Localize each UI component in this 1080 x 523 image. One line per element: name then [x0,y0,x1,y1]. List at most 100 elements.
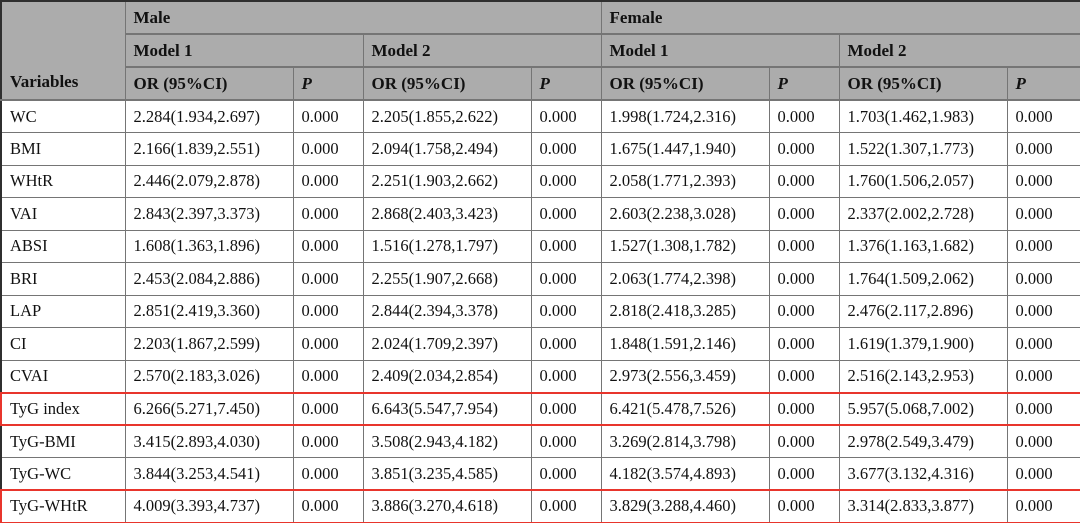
or-ci-value: 2.851(2.419,3.360) [124,294,294,328]
or-ci-header: OR (95%CI) [362,66,532,101]
or-ci-value: 2.284(1.934,2.697) [124,99,294,133]
p-value: 0.000 [768,229,840,263]
or-ci-value: 1.998(1.724,2.316) [600,99,770,133]
table-header: Variables Male Female Model 1 Model 2 Mo… [0,0,1080,101]
p-value: 0.000 [292,99,364,133]
variable-name: VAI [0,197,126,231]
group-header-row: Variables Male Female [0,0,1080,101]
or-ci-value: 2.978(2.549,3.479) [838,424,1008,458]
p-value: 0.000 [530,359,602,393]
group-header-male: Male [124,0,602,35]
p-value: 0.000 [1006,229,1080,263]
table-row: VAI 2.843(2.397,3.373) 0.000 2.868(2.403,3.… [0,197,1080,231]
or-ci-value: 1.608(1.363,1.896) [124,229,294,263]
p-header: P [768,66,840,101]
or-ci-value: 2.094(1.758,2.494) [362,132,532,166]
p-value: 0.000 [768,197,840,231]
or-ci-value: 1.764(1.509,2.062) [838,262,1008,296]
model-header-row: Model 1 Model 2 Model 1 Model 2 [1,33,1080,68]
p-value: 0.000 [530,294,602,328]
table-row: LAP 2.851(2.419,3.360) 0.000 2.844(2.394,3.… [0,294,1080,328]
or-ci-header: OR (95%CI) [838,66,1008,101]
stat-header-row: OR (95%CI) P OR (95%CI) P OR (95%CI) P O… [1,66,1080,101]
p-value: 0.000 [768,489,840,523]
p-value: 0.000 [530,99,602,133]
p-value: 0.000 [530,197,602,231]
table-row: BMI 2.166(1.839,2.551) 0.000 2.094(1.758,2.… [0,132,1080,166]
or-ci-value: 2.973(2.556,3.459) [600,359,770,393]
p-value: 0.000 [530,457,602,491]
or-ci-value: 3.829(3.288,4.460) [600,489,770,523]
or-ci-value: 1.675(1.447,1.940) [600,132,770,166]
or-ci-value: 2.337(2.002,2.728) [838,197,1008,231]
p-value: 0.000 [1006,391,1080,426]
or-ci-value: 2.024(1.709,2.397) [362,327,532,361]
p-value: 0.000 [292,132,364,166]
or-ci-value: 6.643(5.547,7.954) [362,391,532,426]
p-value: 0.000 [292,294,364,328]
p-value: 0.000 [768,99,840,133]
p-header: P [292,66,364,101]
or-ci-value: 2.205(1.855,2.622) [362,99,532,133]
or-ci-value: 2.251(1.903,2.662) [362,164,532,198]
p-value: 0.000 [530,424,602,458]
p-value: 0.000 [292,164,364,198]
p-value: 0.000 [292,489,364,523]
or-ci-value: 2.818(2.418,3.285) [600,294,770,328]
or-ci-value: 1.522(1.307,1.773) [838,132,1008,166]
p-value: 0.000 [1006,489,1080,523]
p-value: 0.000 [768,424,840,458]
variable-name: ABSI [0,229,126,263]
table-row: WC 2.284(1.934,2.697) 0.000 2.205(1.855,2.6… [0,99,1080,133]
male-model-1-header: Model 1 [124,33,364,68]
p-value: 0.000 [1006,294,1080,328]
or-ci-value: 2.843(2.397,3.373) [124,197,294,231]
p-value: 0.000 [292,197,364,231]
or-ci-value: 2.058(1.771,2.393) [600,164,770,198]
p-value: 0.000 [1006,424,1080,458]
or-ci-value: 2.476(2.117,2.896) [838,294,1008,328]
p-value: 0.000 [1006,132,1080,166]
p-value: 0.000 [768,359,840,393]
table-row: TyG-WHtR 4.009(3.393,4.737) 0.000 3.886(3.2… [0,489,1080,523]
or-ci-value: 1.619(1.379,1.900) [838,327,1008,361]
or-ci-value: 3.314(2.833,3.877) [838,489,1008,523]
female-model-1-header: Model 1 [600,33,840,68]
or-ci-value: 2.446(2.079,2.878) [124,164,294,198]
or-ci-value: 5.957(5.068,7.002) [838,391,1008,426]
p-value: 0.000 [1006,457,1080,491]
variables-header: Variables [0,0,126,101]
or-ci-value: 2.868(2.403,3.423) [362,197,532,231]
p-value: 0.000 [768,132,840,166]
or-ci-value: 1.516(1.278,1.797) [362,229,532,263]
p-value: 0.000 [292,424,364,458]
table-row: TyG-BMI 3.415(2.893,4.030) 0.000 3.508(2.94… [0,424,1080,458]
p-value: 0.000 [292,262,364,296]
p-value: 0.000 [292,229,364,263]
p-value: 0.000 [768,164,840,198]
table-row: BRI 2.453(2.084,2.886) 0.000 2.255(1.907,2.… [0,262,1080,296]
table-row: ABSI 1.608(1.363,1.896) 0.000 1.516(1.278,1… [0,229,1080,263]
or-ci-header: OR (95%CI) [124,66,294,101]
p-value: 0.000 [530,229,602,263]
variable-name: LAP [0,294,126,328]
p-value: 0.000 [530,262,602,296]
or-ci-value: 1.760(1.506,2.057) [838,164,1008,198]
p-value: 0.000 [1006,99,1080,133]
variable-name: BMI [0,132,126,166]
or-ci-value: 3.677(3.132,4.316) [838,457,1008,491]
or-ci-value: 4.182(3.574,4.893) [600,457,770,491]
p-value: 0.000 [1006,164,1080,198]
table-row: TyG-WC 3.844(3.253,4.541) 0.000 3.851(3.235… [0,457,1080,491]
p-value: 0.000 [768,391,840,426]
p-value: 0.000 [768,327,840,361]
p-value: 0.000 [292,391,364,426]
or-ci-value: 6.266(5.271,7.450) [124,391,294,426]
p-value: 0.000 [768,294,840,328]
or-ci-value: 3.886(3.270,4.618) [362,489,532,523]
p-value: 0.000 [1006,327,1080,361]
or-ci-value: 2.166(1.839,2.551) [124,132,294,166]
or-ci-value: 4.009(3.393,4.737) [124,489,294,523]
table-row: CI 2.203(1.867,2.599) 0.000 2.024(1.709,2.3… [0,327,1080,361]
